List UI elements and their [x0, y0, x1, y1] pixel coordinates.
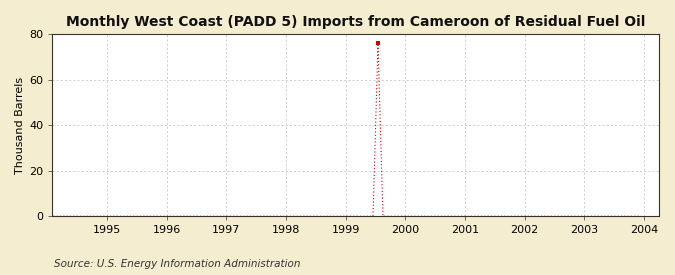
Y-axis label: Thousand Barrels: Thousand Barrels — [15, 77, 25, 174]
Text: Source: U.S. Energy Information Administration: Source: U.S. Energy Information Administ… — [54, 259, 300, 269]
Title: Monthly West Coast (PADD 5) Imports from Cameroon of Residual Fuel Oil: Monthly West Coast (PADD 5) Imports from… — [66, 15, 645, 29]
